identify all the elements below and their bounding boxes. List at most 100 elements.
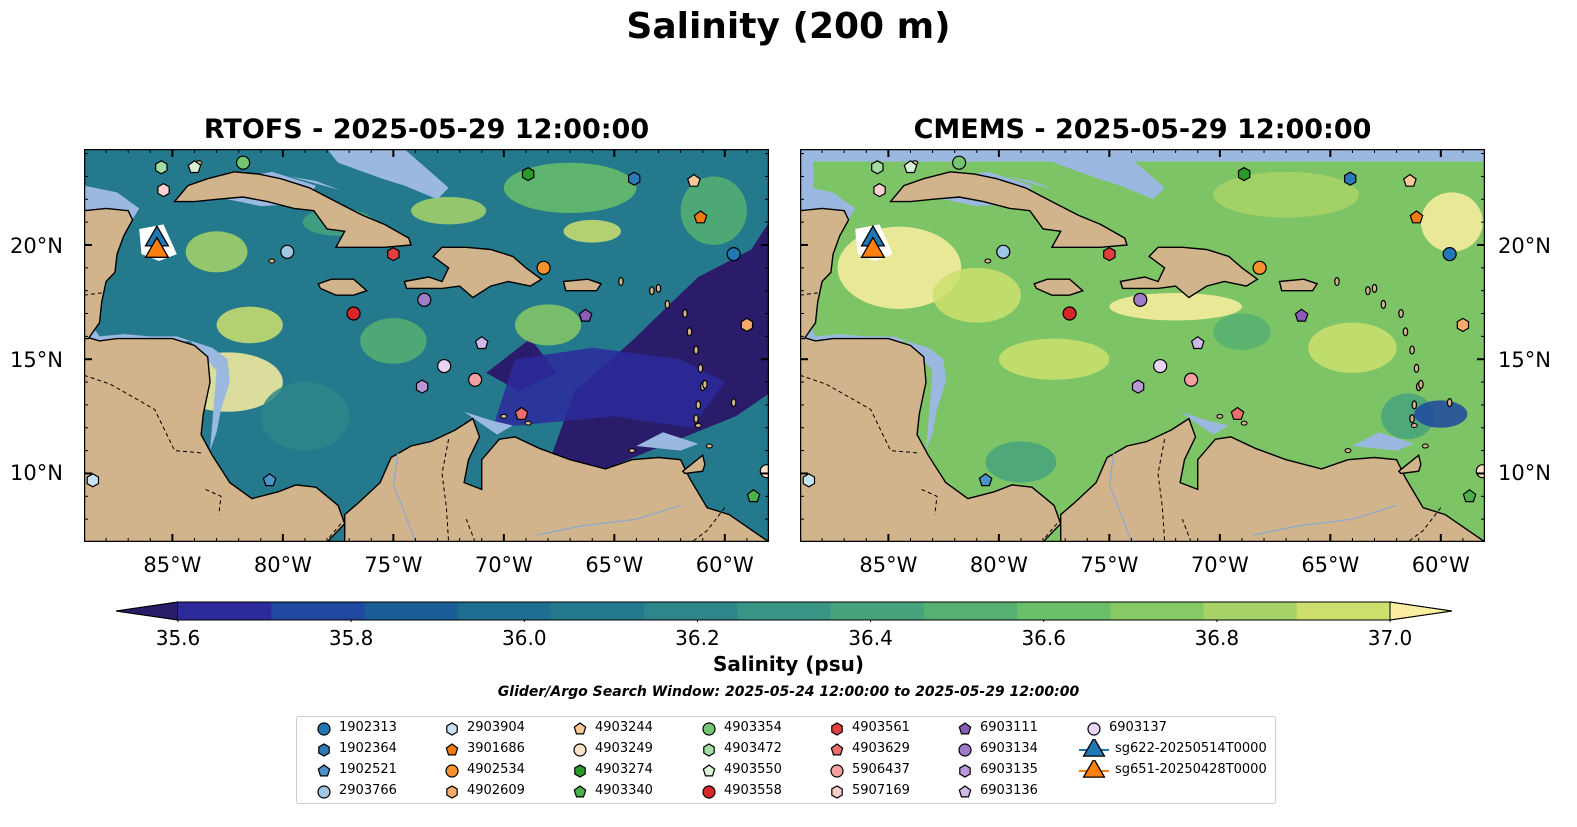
- legend-marker-pentagon-icon: [573, 722, 587, 735]
- legend-label: 1902364: [339, 741, 397, 756]
- float-4903249[interactable]: [759, 464, 769, 479]
- float-2903766[interactable]: [280, 244, 295, 259]
- float-6903137[interactable]: [437, 358, 452, 374]
- map-panel-cmems[interactable]: [800, 149, 1485, 542]
- float-4902609[interactable]: [740, 317, 754, 333]
- float-4903244[interactable]: [1402, 173, 1417, 187]
- legend-label: 4903340: [595, 783, 653, 798]
- float-2903766[interactable]: [996, 244, 1011, 259]
- float-4903354[interactable]: [951, 155, 967, 170]
- float-4903472[interactable]: [871, 160, 884, 175]
- legend-marker-circle-icon: [830, 764, 844, 778]
- legend-marker-pentagon-icon: [958, 722, 972, 735]
- float-4903340[interactable]: [1462, 489, 1477, 503]
- float-4903244[interactable]: [686, 173, 701, 187]
- float-5906437[interactable]: [468, 372, 483, 387]
- float-4903472[interactable]: [155, 160, 168, 175]
- float-4903629[interactable]: [514, 406, 529, 420]
- float-1902521[interactable]: [262, 473, 277, 487]
- float-5907169[interactable]: [157, 182, 170, 198]
- float-3901686[interactable]: [693, 210, 708, 224]
- glider-sg651-20250428T0000[interactable]: [144, 236, 170, 258]
- float-6903111[interactable]: [578, 308, 593, 322]
- float-3901686[interactable]: [1409, 210, 1424, 224]
- legend-label: 4903561: [852, 720, 910, 735]
- land-yucatan: [800, 207, 850, 340]
- land-puertoRico: [1278, 278, 1319, 292]
- float-2903904[interactable]: [802, 473, 816, 488]
- lon-tick-label: 65°W: [1301, 553, 1360, 577]
- float-4903561[interactable]: [1103, 246, 1116, 262]
- colorbar-tick-label: 36.8: [1194, 626, 1240, 650]
- float-markers: [86, 155, 769, 503]
- float-4903558[interactable]: [1062, 306, 1077, 321]
- lon-tick-label: 60°W: [695, 553, 754, 577]
- float-4903629[interactable]: [1230, 406, 1245, 420]
- float-6903135[interactable]: [1131, 379, 1145, 394]
- colorbar-bin: [364, 602, 459, 620]
- float-4903558[interactable]: [346, 306, 361, 321]
- colorbar-extend-min: [116, 601, 179, 621]
- float-6903137[interactable]: [1153, 358, 1168, 374]
- legend-label: 1902313: [339, 720, 397, 735]
- lon-tick-label: 75°W: [364, 553, 423, 577]
- legend-marker-circle-icon: [958, 743, 972, 757]
- legend: 1902313 1902364 1902521 2903766 2903904 39016…: [296, 716, 1276, 804]
- float-6903111[interactable]: [1294, 308, 1309, 322]
- float-2903904[interactable]: [86, 473, 100, 488]
- glider-sg651-20250428T0000[interactable]: [860, 236, 886, 258]
- colorbar-bin: [923, 602, 1018, 620]
- land-yucatan: [84, 207, 134, 340]
- legend-marker-circle-icon: [573, 743, 587, 757]
- float-4902534[interactable]: [1252, 260, 1267, 275]
- float-4903354[interactable]: [235, 155, 251, 170]
- float-4902609[interactable]: [1456, 317, 1470, 333]
- legend-marker-triangle-icon: [1079, 739, 1109, 757]
- colorbar-bin: [830, 602, 925, 620]
- float-6903134[interactable]: [1133, 292, 1148, 307]
- map-frame: [84, 149, 769, 542]
- float-6903136[interactable]: [1190, 335, 1205, 350]
- float-1902364[interactable]: [627, 171, 641, 186]
- float-4903340[interactable]: [746, 489, 761, 503]
- legend-marker-hexagon-icon: [574, 764, 586, 778]
- float-5906437[interactable]: [1184, 372, 1199, 387]
- colorbar-bin: [457, 602, 552, 620]
- legend-marker-circle-icon: [1087, 722, 1101, 736]
- map-panel-rtofs[interactable]: [84, 149, 769, 542]
- float-4902534[interactable]: [536, 260, 551, 275]
- legend-marker-circle-icon: [702, 722, 716, 736]
- legend-marker-circle-icon: [317, 785, 331, 799]
- float-6903136[interactable]: [474, 335, 489, 350]
- lat-tick-left: 20°N: [10, 234, 63, 258]
- float-1902313[interactable]: [1442, 247, 1457, 262]
- lon-tick-label: 85°W: [859, 553, 918, 577]
- float-6903135[interactable]: [415, 379, 429, 394]
- axis-ticks: [84, 149, 769, 542]
- float-4903249[interactable]: [1475, 464, 1485, 479]
- float-4903561[interactable]: [387, 246, 400, 262]
- legend-marker-hexagon-icon: [318, 743, 330, 757]
- country-borders: [84, 292, 726, 542]
- land-centralAm: [84, 335, 346, 542]
- land-jamaica: [1033, 278, 1085, 296]
- land-cuba: [173, 171, 412, 249]
- legend-label: 6903136: [980, 783, 1038, 798]
- float-4903274[interactable]: [1237, 166, 1251, 182]
- float-1902313[interactable]: [726, 247, 741, 262]
- lon-tick-label: 80°W: [253, 553, 312, 577]
- float-1902364[interactable]: [1343, 171, 1357, 186]
- float-1902521[interactable]: [978, 473, 993, 487]
- float-5907169[interactable]: [873, 182, 886, 198]
- colorbar-tick-label: 36.2: [675, 626, 720, 650]
- land-jamaica: [317, 278, 369, 296]
- colorbar-tick-label: 35.8: [328, 626, 374, 650]
- float-4903550[interactable]: [903, 160, 918, 174]
- legend-label: 6903111: [980, 720, 1038, 735]
- float-6903134[interactable]: [417, 292, 432, 307]
- legend-label: 2903766: [339, 783, 397, 798]
- float-4903274[interactable]: [521, 166, 535, 182]
- float-4903550[interactable]: [187, 160, 202, 174]
- legend-label: 4902609: [467, 783, 525, 798]
- land-hispaniola: [1119, 246, 1259, 299]
